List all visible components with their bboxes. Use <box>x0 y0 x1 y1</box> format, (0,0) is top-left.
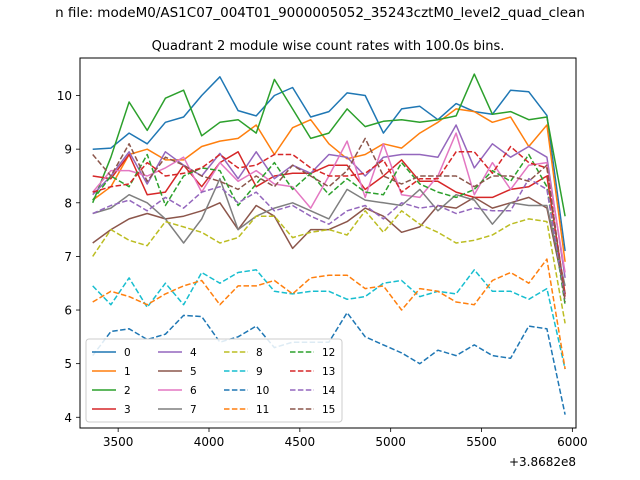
series-line-8 <box>92 210 566 324</box>
y-tick-label: 8 <box>64 196 72 210</box>
y-tick-label: 5 <box>64 357 72 371</box>
x-tick-label: 5000 <box>375 435 406 449</box>
y-tick-label: 10 <box>57 89 72 103</box>
x-tick-label: 6000 <box>557 435 588 449</box>
legend-label: 4 <box>190 347 197 359</box>
x-tick-label: 3500 <box>103 435 134 449</box>
y-tick-label: 4 <box>64 411 72 425</box>
series-line-0 <box>92 76 566 252</box>
x-tick-label: 4000 <box>194 435 225 449</box>
x-tick-label: 5500 <box>466 435 497 449</box>
x-offset-label: +3.8682e8 <box>509 455 576 469</box>
x-tick-label: 4500 <box>285 435 316 449</box>
legend-label: 9 <box>256 366 263 378</box>
legend-label: 3 <box>124 404 131 416</box>
series-line-11 <box>92 258 566 370</box>
y-tick-label: 7 <box>64 250 72 264</box>
legend-label: 8 <box>256 347 263 359</box>
series-line-14 <box>92 177 566 300</box>
legend-label: 1 <box>124 366 131 378</box>
legend-label: 0 <box>124 347 131 359</box>
legend-label: 11 <box>256 404 269 416</box>
series-line-13 <box>92 145 566 297</box>
series-line-7 <box>92 177 566 287</box>
chart-title: Quadrant 2 module wise count rates with … <box>152 39 505 54</box>
series-line-5 <box>92 196 566 295</box>
legend-label: 10 <box>256 385 269 397</box>
legend-label: 2 <box>124 385 131 397</box>
legend-label: 7 <box>190 404 197 416</box>
figure-suptitle: n file: modeM0/AS1C07_004T01_9000005052_… <box>55 5 585 21</box>
legend-label: 12 <box>322 347 335 359</box>
series-line-15 <box>92 137 566 303</box>
series-line-12 <box>92 153 566 305</box>
x-axis: 3500 4000 4500 5000 5500 6000 <box>103 428 588 449</box>
legend-box <box>85 338 343 423</box>
legend-label: 15 <box>322 404 335 416</box>
legend-label: 5 <box>190 366 197 378</box>
axes-frame <box>79 57 577 429</box>
y-axis: 4 5 6 7 8 9 10 <box>57 89 80 425</box>
series-line-4 <box>92 124 566 279</box>
legend-label: 14 <box>322 385 336 397</box>
y-tick-label: 9 <box>64 143 72 157</box>
series-line-9 <box>92 269 566 370</box>
legend-label: 13 <box>322 366 335 378</box>
series-line-2 <box>92 73 566 217</box>
legend-label: 6 <box>190 385 197 397</box>
series-line-3 <box>92 151 566 295</box>
y-tick-label: 6 <box>64 304 72 318</box>
